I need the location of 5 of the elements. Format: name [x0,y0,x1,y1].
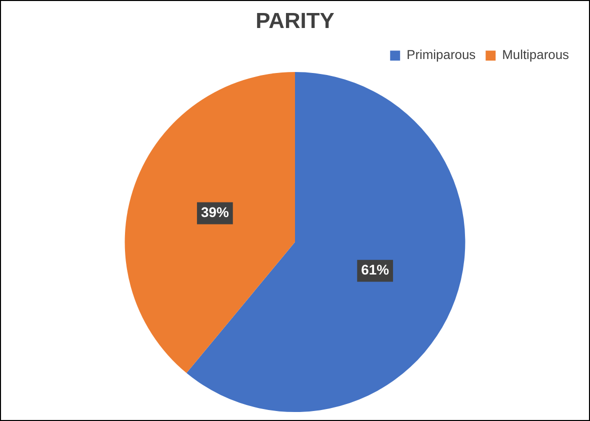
legend-label: Primiparous [406,47,476,62]
chart-title: PARITY [256,8,335,34]
legend-label: Multiparous [502,47,570,62]
data-label: 61% [361,262,390,278]
data-label: 39% [200,204,230,220]
